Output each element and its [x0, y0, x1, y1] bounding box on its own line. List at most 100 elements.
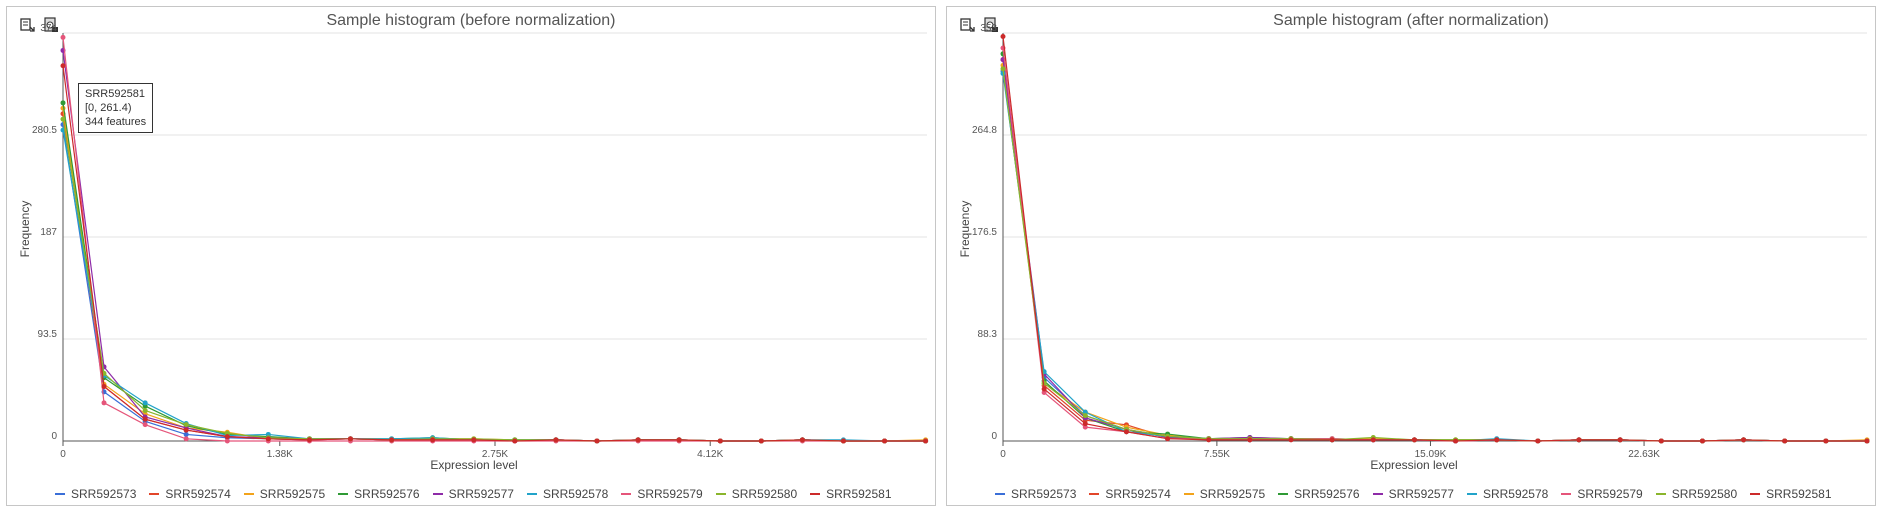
series-line-SRR592573 [1002, 71, 1867, 442]
legend-item-SRR592574[interactable]: SRR592574 [1089, 487, 1171, 501]
data-point-SRR592581 [183, 427, 189, 433]
x-tick-label: 2.75K [482, 449, 508, 460]
x-tick-label: 22.63K [1628, 449, 1660, 460]
legend-swatch [715, 493, 726, 495]
y-tick-label: 353 [980, 23, 997, 34]
legend-item-SRR592581[interactable]: SRR592581 [1750, 487, 1832, 501]
data-point-SRR592580 [183, 422, 189, 428]
data-point-SRR592581 [1617, 437, 1623, 443]
legend-label: SRR592573 [1011, 487, 1077, 501]
x-tick-label: 0 [60, 449, 66, 460]
legend-label: SRR592580 [731, 487, 798, 501]
legend-item-SRR592579[interactable]: SRR592579 [621, 487, 703, 501]
chart-toolbar [19, 17, 59, 33]
data-point-SRR592579 [1082, 424, 1088, 430]
data-point-SRR592581 [1041, 386, 1047, 392]
series-line-SRR592574 [1002, 59, 1867, 442]
legend-swatch [1750, 493, 1761, 495]
data-point-SRR592581 [1165, 436, 1171, 442]
legend-label: SRR592578 [542, 487, 609, 501]
legend-label: SRR592579 [1577, 487, 1643, 501]
series-line-SRR592579 [62, 37, 926, 442]
save-image-icon[interactable] [983, 17, 999, 33]
data-point-SRR592581 [1576, 437, 1582, 443]
data-point-SRR592581 [1206, 437, 1212, 443]
data-point-SRR592581 [594, 438, 600, 444]
legend-swatch [621, 493, 632, 495]
data-point-SRR592581 [1082, 421, 1088, 427]
series-line-SRR592575 [62, 108, 926, 442]
legend-item-SRR592575[interactable]: SRR592575 [243, 487, 325, 501]
data-point-SRR592581 [101, 383, 107, 389]
x-tick-label: 4.12K [697, 449, 723, 460]
data-point-SRR592581 [1370, 437, 1376, 443]
data-point-SRR592573 [183, 431, 189, 437]
legend-label: SRR592576 [1294, 487, 1360, 501]
data-point-SRR592581 [1782, 438, 1788, 444]
legend-item-SRR592574[interactable]: SRR592574 [149, 487, 231, 501]
legend-item-SRR592578[interactable]: SRR592578 [526, 487, 609, 501]
legend-item-SRR592573[interactable]: SRR592573 [55, 487, 136, 501]
x-tick-label: 1.38K [267, 449, 293, 460]
legend-swatch [526, 493, 537, 495]
y-tick-label: 374 [40, 23, 57, 34]
legend-swatch [243, 493, 254, 495]
series-line-SRR592580 [62, 119, 926, 442]
legend-item-SRR592581[interactable]: SRR592581 [810, 487, 892, 501]
data-point-SRR592581 [1823, 438, 1829, 444]
export-icon[interactable] [959, 17, 975, 33]
legend-item-SRR592577[interactable]: SRR592577 [1372, 487, 1454, 501]
series-line-SRR592578 [1002, 73, 1867, 442]
series-line-SRR592573 [62, 124, 926, 442]
data-point-SRR592581 [840, 438, 846, 444]
legend-item-SRR592576[interactable]: SRR592576 [1278, 487, 1360, 501]
legend-label: SRR592574 [165, 487, 231, 501]
legend-item-SRR592580[interactable]: SRR592580 [1655, 487, 1737, 501]
series-line-SRR592581 [1002, 36, 1867, 442]
legend-label: SRR592578 [1482, 487, 1549, 501]
data-point-SRR592580 [1082, 413, 1088, 419]
legend-item-SRR592580[interactable]: SRR592580 [715, 487, 798, 501]
series-line-SRR592578 [62, 129, 926, 442]
y-tick-label: 264.8 [972, 125, 997, 136]
legend-item-SRR592577[interactable]: SRR592577 [432, 487, 514, 501]
data-point-SRR592579 [101, 400, 107, 406]
data-point-SRR592580 [142, 407, 148, 413]
tooltip-count: 344 features [85, 116, 147, 128]
legend-item-SRR592576[interactable]: SRR592576 [338, 487, 420, 501]
export-icon[interactable] [19, 17, 35, 33]
data-point-SRR592581 [224, 434, 230, 440]
legend-swatch [55, 493, 65, 495]
data-point-SRR592581 [306, 437, 312, 443]
legend-item-SRR592573[interactable]: SRR592573 [995, 487, 1076, 501]
data-point-SRR592581 [1699, 438, 1705, 444]
x-axis-label: Expression level [1370, 458, 1458, 472]
legend-swatch [432, 493, 443, 495]
data-point-SRR592581 [1864, 438, 1870, 444]
data-point-SRR592581 [1741, 437, 1747, 443]
save-image-icon[interactable] [43, 17, 59, 33]
legend-label: SRR592573 [71, 487, 137, 501]
chart-toolbar [959, 17, 999, 33]
chart-legend: SRR592573 SRR592574 SRR592575 SRR592576 SRR5… [55, 487, 905, 501]
data-point-SRR592581 [512, 438, 518, 444]
data-point-SRR592581 [389, 437, 395, 443]
data-point-SRR592579 [60, 34, 66, 40]
y-tick-label: 0 [991, 431, 997, 442]
data-point-SRR592578 [142, 400, 148, 406]
legend-swatch [1183, 493, 1194, 495]
legend-item-SRR592579[interactable]: SRR592579 [1561, 487, 1643, 501]
legend-item-SRR592578[interactable]: SRR592578 [1466, 487, 1549, 501]
x-tick-label: 15.09K [1415, 449, 1447, 460]
data-point-SRR592581 [717, 438, 723, 444]
data-point-SRR592581 [142, 416, 148, 422]
data-point-SRR592579 [142, 422, 148, 428]
y-tick-label: 176.5 [972, 227, 997, 238]
data-point-SRR592579 [224, 438, 230, 444]
data-point-SRR592581 [1000, 33, 1006, 39]
data-point-SRR592576 [60, 100, 66, 106]
data-point-SRR592580 [1000, 66, 1006, 72]
x-tick-label: 0 [1000, 449, 1006, 460]
legend-item-SRR592575[interactable]: SRR592575 [1183, 487, 1265, 501]
chart-title: Sample histogram (after normalization) [1273, 12, 1549, 29]
